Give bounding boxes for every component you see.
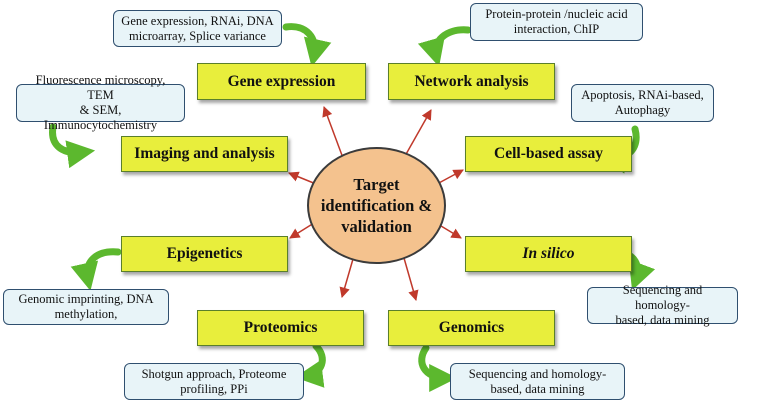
topic-network-analysis: Network analysis [388,63,555,100]
topic-imaging-label: Imaging and analysis [134,145,275,162]
topic-epigenetics-label: Epigenetics [166,245,243,262]
detail-proteomics-text: Shotgun approach, Proteome profiling, PP… [141,366,287,396]
detail-in-silico-text: Sequencing and homology- based, data min… [615,283,710,327]
curve-arrow-gene-expression [282,23,332,67]
topic-proteomics: Proteomics [197,310,364,346]
center-node-target-identification: Target identification & validation [307,147,446,264]
detail-proteomics: Shotgun approach, Proteome profiling, PP… [124,363,304,400]
topic-cell-based-assay: Cell-based assay [465,136,632,172]
topic-in-silico: In silico [465,236,632,272]
curve-arrow-genomics [418,344,458,392]
topic-cell-based-label: Cell-based assay [494,145,603,162]
topic-network-analysis-label: Network analysis [414,72,529,90]
detail-epigenetics-text: Genomic imprinting, DNA methylation, [18,292,154,321]
arrow-to-epigenetics [289,222,315,239]
arrow-to-network-analysis [404,109,432,157]
topic-gene-expression-label: Gene expression [227,72,336,90]
detail-genomics: Sequencing and homology- based, data min… [450,363,625,400]
detail-cell-based-text: Apoptosis, RNAi-based, Autophagy [581,88,704,117]
topic-imaging-and-analysis: Imaging and analysis [121,136,288,172]
topic-in-silico-label: In silico [522,245,575,262]
detail-gene-expression: Gene expression, RNAi, DNA microarray, S… [113,10,282,47]
curve-arrow-imaging [49,123,96,169]
detail-imaging: Fluorescence microscopy, TEM & SEM, Immu… [16,73,185,132]
arrow-to-gene-expression [322,106,344,159]
topic-genomics-label: Genomics [438,319,505,336]
detail-network-analysis-text: Protein-protein /nucleic acid interactio… [485,7,628,36]
detail-genomics-text: Sequencing and homology- based, data min… [468,366,607,396]
curve-arrow-epigenetics [70,248,122,291]
detail-network-analysis: Protein-protein /nucleic acid interactio… [470,3,643,41]
detail-in-silico: Sequencing and homology- based, data min… [587,283,738,327]
detail-imaging-text: Fluorescence microscopy, TEM & SEM, Immu… [35,73,166,132]
topic-genomics: Genomics [388,310,555,346]
center-node-label: Target identification & validation [320,175,433,236]
topic-gene-expression: Gene expression [197,63,366,100]
detail-epigenetics: Genomic imprinting, DNA methylation, [3,289,169,325]
detail-cell-based: Apoptosis, RNAi-based, Autophagy [571,84,714,122]
arrow-to-in-silico [440,225,462,239]
curve-arrow-network-analysis [417,26,472,67]
topic-proteomics-label: Proteomics [243,319,318,336]
arrow-to-genomics [403,257,419,302]
arrow-to-cell-based [436,169,464,185]
curve-arrow-proteomics [294,342,326,388]
detail-gene-expression-text: Gene expression, RNAi, DNA microarray, S… [121,13,274,43]
topic-epigenetics: Epigenetics [121,236,288,272]
arrow-to-proteomics [339,258,354,299]
